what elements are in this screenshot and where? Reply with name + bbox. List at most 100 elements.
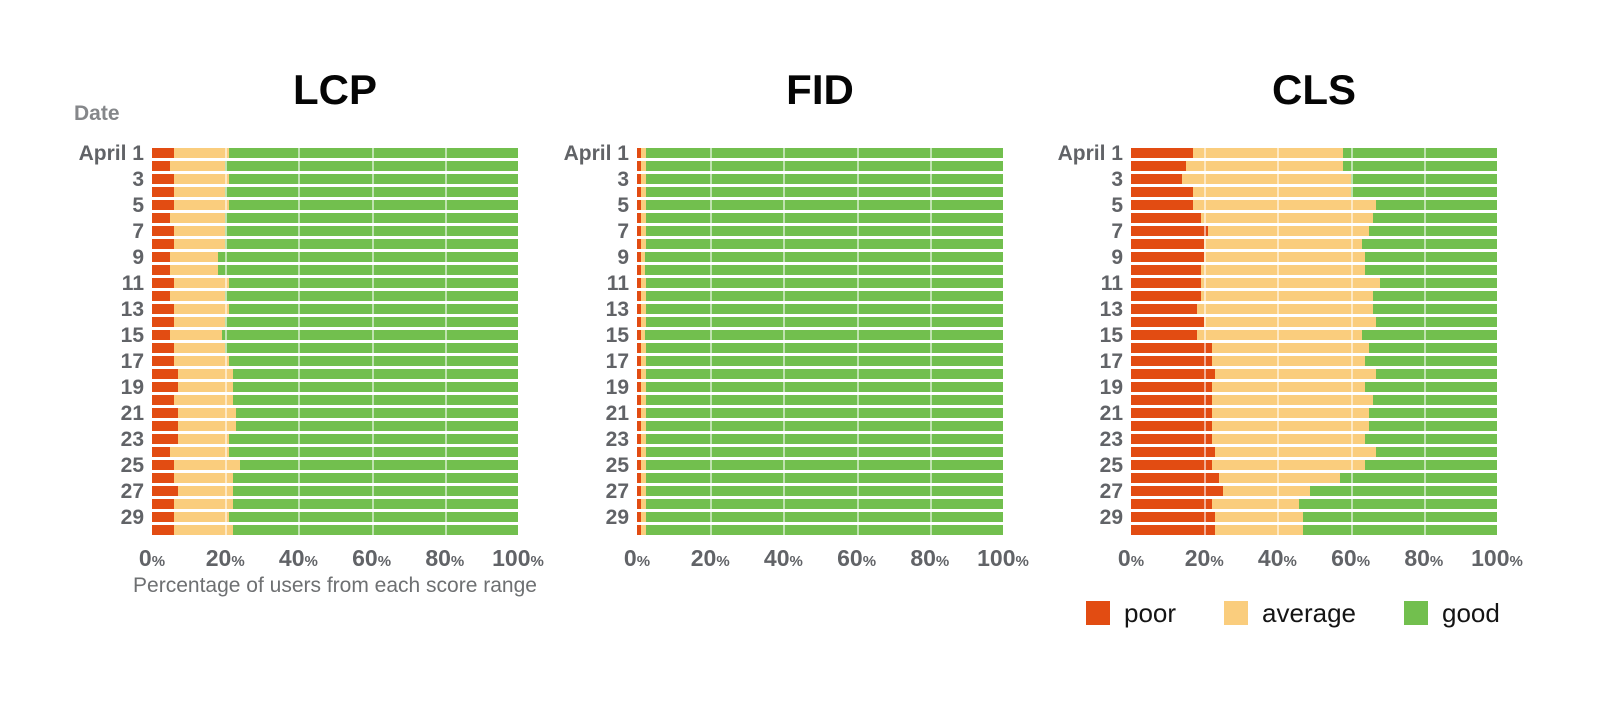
bar-segment-poor bbox=[1131, 486, 1223, 496]
x-axis-tick-label: 100% bbox=[1471, 545, 1523, 571]
bar-segment-poor bbox=[152, 265, 171, 275]
bar-segment-good bbox=[646, 343, 1003, 353]
bar-row bbox=[152, 473, 518, 483]
bar-row bbox=[152, 252, 518, 262]
bar-segment-good bbox=[646, 187, 1003, 197]
y-axis-tick-label: 21 bbox=[120, 402, 144, 425]
bar-segment-poor bbox=[152, 343, 174, 353]
bar-segment-poor bbox=[1131, 304, 1197, 314]
bar-segment-good bbox=[646, 304, 1003, 314]
y-axis-tick-label: 29 bbox=[120, 506, 144, 529]
bar-segment-good bbox=[646, 148, 1003, 158]
bar-segment-good bbox=[1310, 486, 1497, 496]
bar-segment-average bbox=[640, 434, 647, 444]
bar-segment-good bbox=[646, 421, 1003, 431]
bar-segment-good bbox=[1365, 265, 1497, 275]
bar-segment-good bbox=[225, 317, 518, 327]
bar-segment-poor bbox=[1131, 174, 1183, 184]
bar-row bbox=[1131, 200, 1497, 210]
bar-segment-poor bbox=[637, 239, 641, 249]
y-axis-tick-label: 9 bbox=[617, 246, 629, 269]
bar-segment-poor bbox=[637, 499, 641, 509]
bar-segment-good bbox=[646, 226, 1003, 236]
gridline bbox=[929, 148, 932, 538]
bar-row bbox=[1131, 382, 1497, 392]
bar-segment-poor bbox=[637, 148, 641, 158]
bar-segment-poor bbox=[1131, 252, 1205, 262]
plot-area bbox=[637, 148, 1003, 538]
bar-segment-poor bbox=[637, 486, 641, 496]
y-axis-tick-label: 7 bbox=[617, 220, 629, 243]
bar-row bbox=[1131, 395, 1497, 405]
bar-segment-good bbox=[646, 382, 1003, 392]
bar-segment-poor bbox=[637, 291, 641, 301]
bar-row bbox=[152, 447, 518, 457]
bar-segment-good bbox=[1372, 213, 1497, 223]
y-axis-tick-label: 5 bbox=[1111, 194, 1123, 217]
bar-segment-average bbox=[173, 148, 229, 158]
y-axis-tick-label: 9 bbox=[132, 246, 144, 269]
legend-label: average bbox=[1262, 598, 1357, 628]
bar-row bbox=[152, 187, 518, 197]
chart-cls: CLS April 1 3 5 7 9 11 13 15 17 19 21 23 25 27 29 0% 20%… bbox=[1021, 60, 1523, 680]
bar-segment-poor bbox=[1131, 382, 1212, 392]
bar-segment-average bbox=[173, 317, 226, 327]
y-axis-tick-label: 3 bbox=[1111, 168, 1123, 191]
bar-segment-poor bbox=[637, 317, 641, 327]
bar-row bbox=[152, 317, 518, 327]
bar-segment-poor bbox=[1131, 226, 1208, 236]
bar-row bbox=[1131, 486, 1497, 496]
bar-segment-average bbox=[177, 486, 233, 496]
bar-row bbox=[1131, 343, 1497, 353]
bar-segment-average bbox=[173, 356, 229, 366]
bar-row bbox=[152, 161, 518, 171]
bar-segment-average bbox=[1200, 213, 1373, 223]
gridline bbox=[298, 148, 301, 538]
bar-row bbox=[152, 226, 518, 236]
bar-segment-poor bbox=[152, 421, 178, 431]
y-axis-tick-label: 21 bbox=[1099, 402, 1123, 425]
plot-area bbox=[152, 148, 518, 538]
bar-row bbox=[1131, 291, 1497, 301]
y-axis-tick-label: April 1 bbox=[563, 142, 629, 165]
bar-segment-poor bbox=[637, 226, 641, 236]
gridline bbox=[225, 148, 228, 538]
bar-segment-poor bbox=[152, 200, 174, 210]
bar-segment-average bbox=[1211, 408, 1369, 418]
bar-segment-good bbox=[1365, 382, 1497, 392]
bar-segment-poor bbox=[152, 226, 174, 236]
bar-row bbox=[637, 174, 1003, 184]
bar-segment-average bbox=[1215, 369, 1377, 379]
gridline bbox=[371, 148, 374, 538]
bar-segment-good bbox=[646, 291, 1003, 301]
bar-segment-poor bbox=[152, 499, 174, 509]
bar-row bbox=[637, 473, 1003, 483]
bar-segment-average bbox=[640, 239, 647, 249]
bar-segment-good bbox=[232, 499, 518, 509]
y-axis-tick-label: 11 bbox=[1100, 272, 1123, 295]
chart-title: LCP bbox=[293, 66, 377, 113]
bar-segment-average bbox=[173, 226, 226, 236]
bar-segment-average bbox=[1215, 447, 1377, 457]
x-axis-tick-label: 80% bbox=[1404, 545, 1444, 571]
bar-segment-poor bbox=[152, 291, 171, 301]
bar-segment-good bbox=[646, 278, 1003, 288]
x-axis-tick-label: 40% bbox=[278, 545, 318, 571]
bar-segment-good bbox=[1365, 460, 1497, 470]
bar-segment-good bbox=[646, 486, 1003, 496]
bar-row bbox=[637, 408, 1003, 418]
bar-segment-good bbox=[646, 447, 1003, 457]
bar-segment-good bbox=[236, 421, 518, 431]
bar-row bbox=[152, 148, 518, 158]
bar-row bbox=[1131, 512, 1497, 522]
bar-segment-good bbox=[646, 460, 1003, 470]
bar-row bbox=[152, 356, 518, 366]
bar-row bbox=[637, 161, 1003, 171]
bar-segment-good bbox=[1303, 512, 1497, 522]
y-axis-tick-label: 23 bbox=[1099, 428, 1123, 451]
x-axis-tick-label: 60% bbox=[1331, 545, 1371, 571]
bar-segment-poor bbox=[152, 213, 171, 223]
bar-segment-average bbox=[177, 382, 233, 392]
y-axis-tick-label: 29 bbox=[605, 506, 629, 529]
bar-segment-good bbox=[225, 239, 518, 249]
